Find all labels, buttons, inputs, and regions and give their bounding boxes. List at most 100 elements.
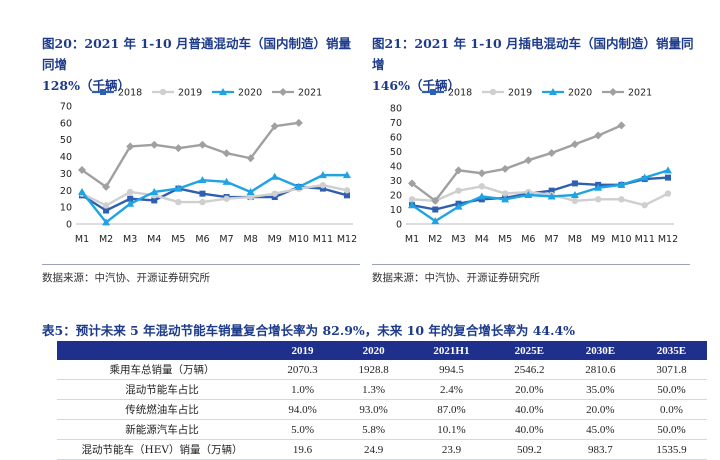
- table-cell: 994.5: [409, 360, 494, 380]
- data-point-2021-M5: [174, 144, 183, 153]
- x-tick-label: M12: [658, 234, 678, 245]
- data-point-2018-M3: [127, 195, 134, 202]
- data-point-2018-M2: [103, 207, 110, 214]
- table-header-cell: 2030E: [564, 341, 636, 360]
- table-header-cell: 2021H1: [409, 341, 494, 360]
- data-point-2018-M12: [344, 192, 350, 199]
- data-point-2021-M6: [198, 140, 207, 149]
- legend-marker-2018: [430, 89, 436, 95]
- table-cell: 509.2: [493, 439, 565, 460]
- table-cell: 94.0%: [267, 399, 339, 420]
- table-row: 混动节能车占比 1.0% 1.3% 2.4% 20.0% 35.0% 50.0%: [57, 379, 707, 400]
- y-tick-label: 60: [60, 118, 72, 129]
- table-cell: 1.3%: [338, 379, 410, 400]
- y-tick-label: 60: [390, 133, 402, 144]
- data-point-2019-M2: [102, 202, 110, 209]
- table-header-row: 2019 2020 2021H1 2025E 2030E 2035E: [57, 341, 707, 360]
- table-header-cell: 2020: [338, 341, 410, 360]
- table-cell: 93.0%: [338, 399, 410, 420]
- legend-marker-2019: [489, 88, 497, 96]
- data-point-2021-M5: [501, 164, 510, 173]
- table-cell: 40.0%: [493, 419, 565, 440]
- table-cell: 19.6: [267, 439, 339, 460]
- table-row: 传统燃油车占比 94.0% 93.0% 87.0% 40.0% 20.0% 0.…: [57, 399, 707, 420]
- chart-legend: 2018 2019 2020 2021: [92, 88, 322, 99]
- data-point-2019-M3: [455, 187, 462, 194]
- data-point-2020-M3: [454, 202, 463, 210]
- data-point-2018-M2: [432, 206, 439, 213]
- data-point-2020-M1: [408, 201, 416, 209]
- data-point-2021-M7: [222, 149, 231, 158]
- data-point-2021-M9: [270, 122, 279, 131]
- y-tick-label: 30: [60, 169, 72, 180]
- data-point-2020-M5: [501, 195, 510, 203]
- series-line-2018: [81, 185, 348, 212]
- table-cell: 2546.2: [493, 360, 565, 380]
- data-point-2021-M8: [570, 140, 579, 149]
- data-point-2020-M6: [198, 176, 207, 184]
- hev-sales-line-chart: 2018 2019 2020 2021 0 10 20 30 40 50 60 70 M1 M2 M3 M4 M…: [60, 88, 357, 246]
- legend-label-2019: 2019: [508, 88, 532, 99]
- data-point-2019-M12: [343, 187, 351, 194]
- table-cell: 87.0%: [409, 399, 494, 420]
- data-point-2018-M7: [548, 187, 555, 194]
- data-point-2019-M5: [501, 190, 509, 197]
- table-cell: 0.0%: [635, 399, 707, 420]
- legend-marker-2021: [279, 88, 287, 96]
- table-cell: 23.9: [409, 439, 494, 460]
- x-tick-label: M5: [498, 234, 512, 245]
- table-cell: 50.0%: [635, 379, 707, 400]
- data-point-2019-M1: [408, 196, 416, 203]
- x-tick-label: M4: [147, 234, 161, 245]
- row-label: 混动节能车（HEV）销量（万辆）: [57, 439, 267, 460]
- data-point-2020-M12: [664, 166, 672, 174]
- legend-marker-2018: [100, 89, 106, 95]
- table-cell: 3071.8: [635, 360, 707, 380]
- data-point-2018-M6: [199, 190, 206, 197]
- y-tick-label: 10: [390, 205, 402, 216]
- row-label: 传统燃油车占比: [57, 399, 267, 420]
- table-cell: 40.0%: [493, 399, 565, 420]
- data-point-2019-M9: [594, 196, 602, 203]
- data-point-2019-M4: [478, 183, 486, 190]
- data-point-2020-M1: [78, 187, 86, 195]
- table-header-cell: 2035E: [635, 341, 707, 360]
- data-point-2019-M5: [175, 198, 182, 206]
- left-source-divider: [42, 264, 360, 265]
- x-tick-label: M9: [591, 234, 605, 245]
- x-tick-label: M3: [123, 234, 137, 245]
- table-cell: 20.0%: [564, 399, 636, 420]
- x-tick-label: M6: [521, 234, 535, 245]
- data-point-2018-M11: [319, 185, 326, 192]
- x-tick-label: M6: [195, 234, 209, 245]
- x-tick-label: M7: [545, 234, 559, 245]
- legend-label-2020: 2020: [568, 88, 592, 99]
- data-point-2020-M8: [570, 191, 579, 198]
- table-cell: 1928.8: [338, 360, 410, 380]
- y-tick-label: 0: [396, 220, 402, 231]
- x-tick-label: M2: [428, 234, 442, 245]
- data-point-2019-M9: [271, 190, 278, 197]
- legend-label-2021: 2021: [298, 88, 322, 99]
- data-point-2018-M12: [665, 174, 671, 181]
- x-tick-label: M3: [451, 234, 465, 245]
- legend-label-2019: 2019: [178, 88, 202, 99]
- data-point-2021-M2: [102, 182, 111, 191]
- data-point-2019-M11: [641, 201, 648, 209]
- legend-label-2018: 2018: [118, 88, 142, 99]
- table-cell: 35.0%: [564, 379, 636, 400]
- data-point-2020-M12: [343, 171, 351, 179]
- row-label: 新能源汽车占比: [57, 419, 267, 440]
- series-line-2020: [81, 173, 347, 224]
- data-point-2021-M4: [477, 169, 486, 178]
- y-tick-label: 40: [390, 162, 402, 173]
- data-point-2020-M9: [270, 172, 279, 180]
- x-tick-label: M2: [99, 234, 113, 245]
- x-tick-label: M9: [268, 234, 282, 245]
- table-cell: 2070.3: [267, 360, 339, 380]
- x-tick-label: M12: [337, 234, 357, 245]
- right-source-note: 数据来源：中汽协、开源证券研究所: [372, 272, 540, 284]
- phev-sales-line-chart: 2018 2019 2020 2021 0 10 20 30 40 50 60 70 80 M1 M2 M3 M…: [390, 88, 678, 246]
- table-cell: 5.0%: [267, 419, 339, 440]
- y-tick-label: 80: [390, 104, 402, 115]
